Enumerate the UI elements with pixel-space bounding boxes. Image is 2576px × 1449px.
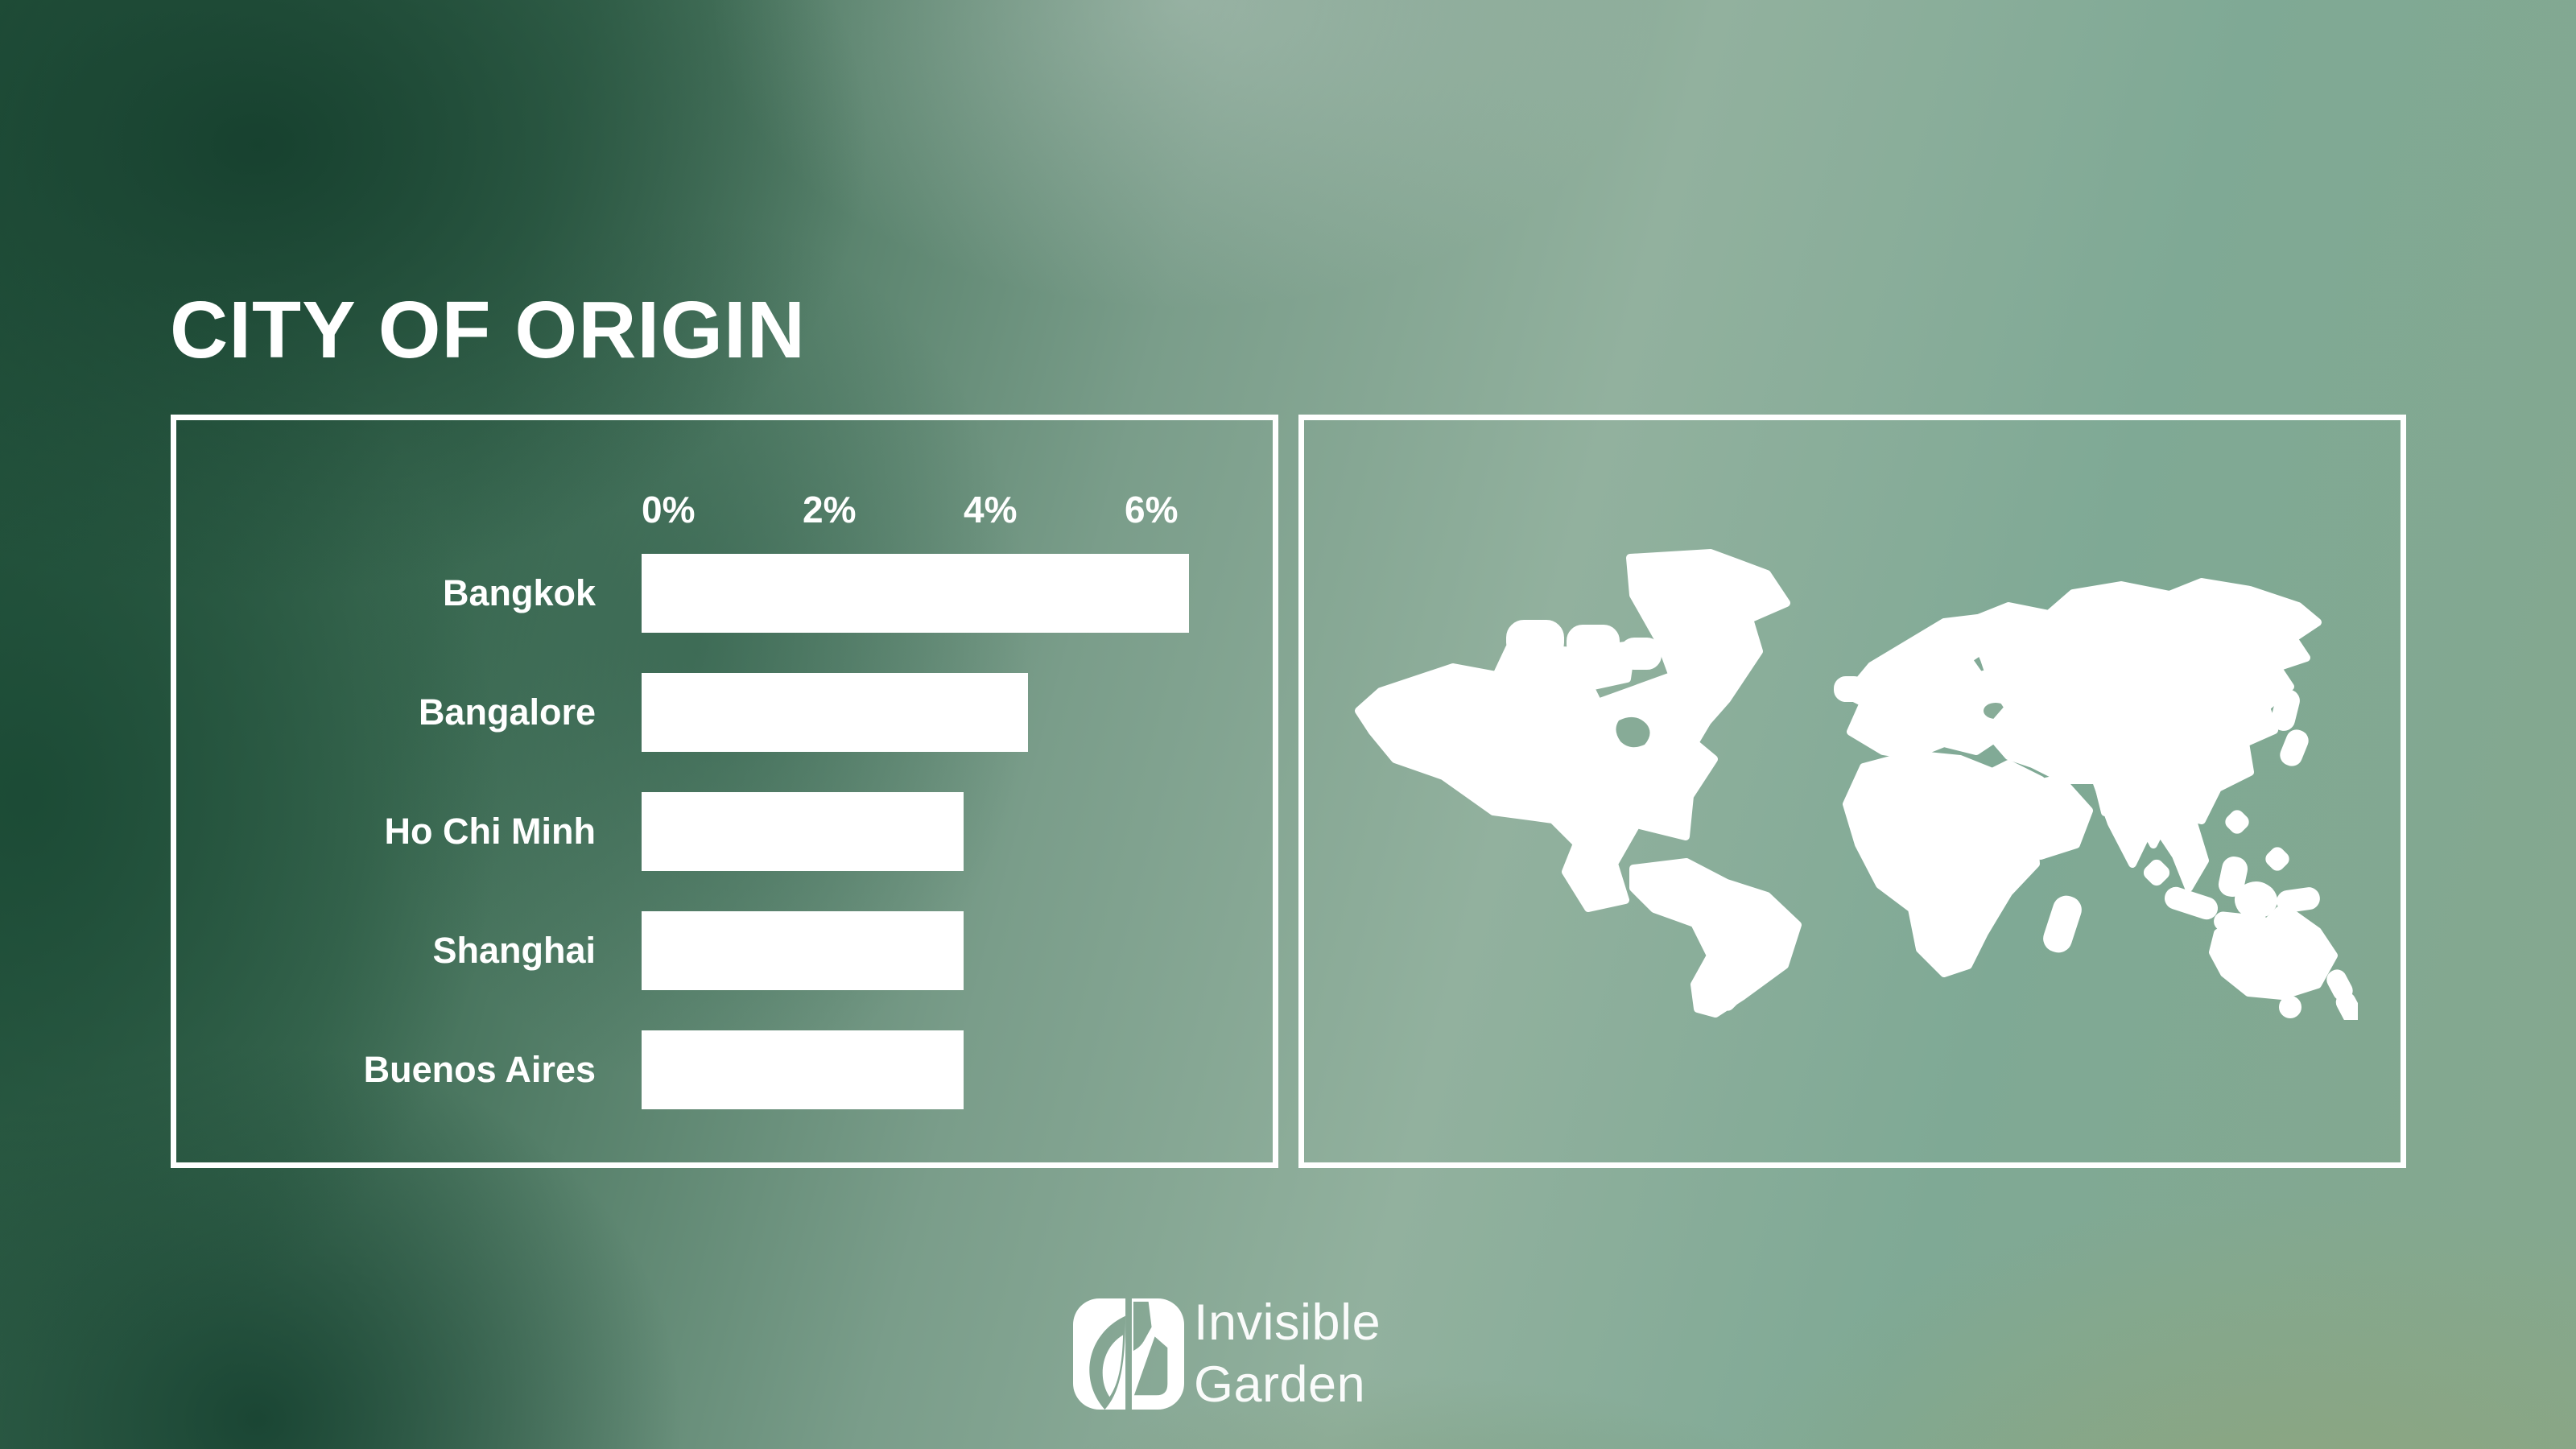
continent-south-america (1629, 858, 1802, 1018)
x-axis-tick: 4% (964, 489, 1018, 530)
leaf-logo-icon (1073, 1298, 1184, 1410)
madagascar (2043, 895, 2082, 953)
tasmania (2279, 996, 2301, 1018)
indochina (2156, 808, 2209, 892)
bar-row: Bangalore (176, 673, 1273, 752)
bar-row: Buenos Aires (176, 1030, 1273, 1109)
island (2265, 847, 2289, 871)
arctic-island (1506, 620, 1564, 660)
sakhalin (2256, 655, 2276, 696)
arctic-island (1567, 625, 1620, 661)
borneo (2235, 881, 2278, 919)
japan (2280, 729, 2309, 766)
japan (2271, 689, 2300, 731)
continent-asia (1964, 578, 2322, 848)
bar-chart-panel: 0% 2% 4% 6% Bangkok Bangalore Ho Chi Minh Shan… (171, 415, 1278, 1168)
bar (642, 792, 964, 871)
category-label: Buenos Aires (363, 1049, 596, 1090)
x-axis-tick: 2% (803, 489, 857, 530)
taiwan (2225, 810, 2249, 834)
india (2093, 779, 2157, 868)
bar-row: Bangkok (176, 554, 1273, 633)
continent-north-america (1355, 641, 1729, 912)
arctic-island (1620, 638, 1662, 670)
page-title: CITY OF ORIGIN (170, 285, 806, 375)
logo-text: Invisible Garden (1194, 1292, 1381, 1416)
bar (642, 911, 964, 990)
bar (642, 1030, 964, 1109)
logo-line2: Garden (1194, 1356, 1366, 1413)
greenland (1626, 549, 1790, 731)
new-guinea (2277, 887, 2320, 913)
sumatra (2164, 886, 2219, 920)
falkland-islands (1715, 987, 1740, 1011)
category-label: Bangkok (442, 572, 596, 613)
category-label: Bangalore (418, 691, 596, 733)
logo-line1: Invisible (1194, 1294, 1381, 1351)
category-label: Shanghai (432, 930, 596, 971)
bar-row: Shanghai (176, 911, 1273, 990)
sri-lanka (2143, 859, 2170, 886)
philippines (2218, 857, 2248, 897)
x-axis-tick: 0% (642, 489, 696, 530)
world-map (1355, 549, 2358, 1020)
bar-row: Ho Chi Minh (176, 792, 1273, 871)
bar (642, 554, 1189, 633)
british-isles (1834, 676, 1866, 702)
continent-africa (1843, 750, 2061, 977)
continent-australia (2209, 906, 2338, 1000)
x-axis-tick: 6% (1125, 489, 1179, 530)
category-label: Ho Chi Minh (384, 811, 596, 852)
bar (642, 673, 1028, 752)
map-panel (1298, 415, 2406, 1168)
new-zealand (2335, 992, 2358, 1020)
logo: Invisible Garden (1073, 1294, 1381, 1416)
